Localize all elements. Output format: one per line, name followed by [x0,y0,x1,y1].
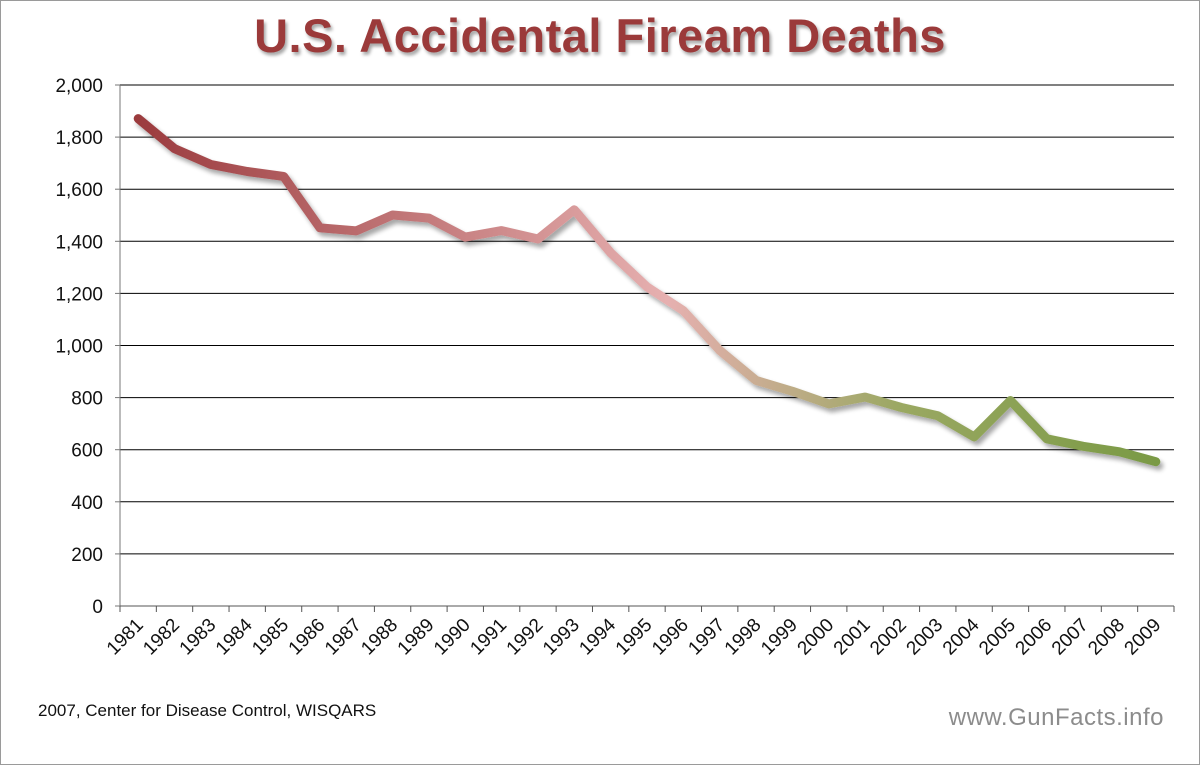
y-tick-label: 0 [92,597,103,618]
y-tick-label: 1,800 [55,128,103,149]
y-tick-label: 1,600 [55,180,103,201]
x-tick-label: 1995 [612,615,657,660]
x-tick-label: 1989 [394,615,439,660]
x-tick-label: 1987 [321,615,366,660]
x-tick-label: 1999 [757,615,802,660]
x-tick-label: 1984 [212,614,257,659]
x-tick-label: 2009 [1121,615,1166,660]
x-tick-label: 1982 [139,615,184,660]
y-tick-label: 1,200 [55,284,103,305]
watermark: www.GunFacts.info [948,704,1164,731]
x-tick-label: 1983 [176,615,221,660]
x-tick-label: 2004 [939,614,984,659]
x-tick-label: 2005 [975,615,1020,660]
x-tick-label: 1992 [503,615,548,660]
x-tick-label: 1993 [539,615,584,660]
chart-title: U.S. Accidental Fiream Deaths [254,9,946,62]
y-tick-label: 600 [71,441,103,462]
y-tick-labels: 0 200 400 600 800 1,000 1,200 1,400 1,600 1,800 2,… [55,76,103,618]
x-tick-label: 1998 [721,615,766,660]
x-tick-label: 2001 [830,615,875,660]
x-tick-label: 2000 [794,615,839,660]
series-layer [133,114,1161,467]
y-tick-label: 800 [71,389,103,410]
x-tick-label: 1996 [648,615,693,660]
y-tick-label: 400 [71,493,103,514]
y-tick-label: 200 [71,545,103,566]
series-line [133,114,1161,467]
x-tick-label: 1988 [357,615,402,660]
x-tick-label: 2003 [903,615,948,660]
x-tick-labels: 1981198219831984198519861987198819891990… [103,614,1165,659]
y-tick-label: 2,000 [55,76,103,97]
y-tick-label: 1,000 [55,337,103,358]
x-tick-label: 1990 [430,615,475,660]
x-tick-label: 1994 [575,614,620,659]
x-tick-label: 1981 [103,615,148,660]
y-tick-label: 1,400 [55,232,103,253]
x-tick-label: 2002 [866,615,911,660]
source-note: 2007, Center for Disease Control, WISQAR… [38,701,377,720]
x-tick-label: 2007 [1048,615,1093,660]
x-tick-label: 2006 [1012,615,1057,660]
x-tick-label: 1986 [285,615,330,660]
x-tick-label: 2008 [1084,615,1129,660]
gridlines [120,84,1174,555]
x-tick-label: 1985 [248,615,293,660]
axes [115,84,1175,612]
x-tick-label: 1997 [684,615,729,660]
x-tick-label: 1991 [466,615,511,660]
